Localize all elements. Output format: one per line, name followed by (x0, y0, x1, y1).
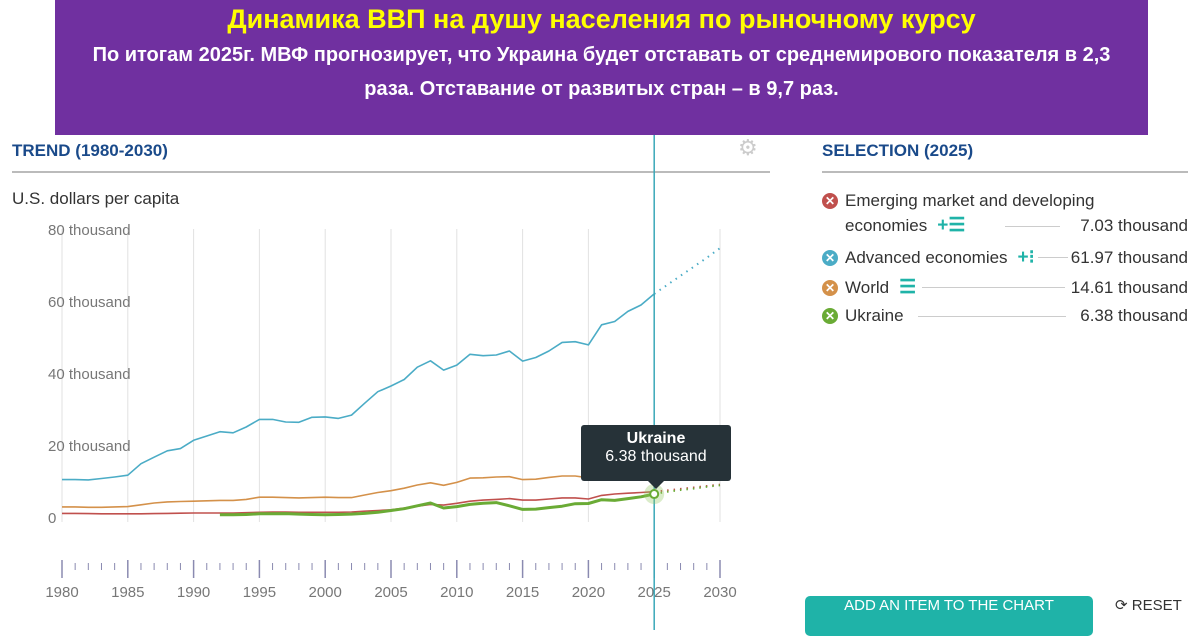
x-tick-label: 2030 (703, 584, 736, 601)
settings-gear-icon[interactable]: ⚙ (738, 135, 758, 160)
x-tick-label: 1995 (243, 584, 276, 601)
x-tick-label: 2010 (440, 584, 473, 601)
legend-value: 14.61 thousand (1070, 277, 1188, 297)
add-compare-icon[interactable]: +☰ (937, 215, 966, 236)
remove-icon[interactable]: ✕ (822, 193, 838, 209)
legend-label: Advanced economies (845, 247, 1008, 267)
series-line-world (62, 463, 655, 509)
reset-button[interactable]: ⟳ RESET (1115, 597, 1182, 614)
y-axis-label: U.S. dollars per capita (12, 189, 180, 208)
x-tick-label: 2005 (374, 584, 407, 601)
divider (12, 171, 770, 173)
legend-item-world: ✕ World ☰ 14.61 thousand (822, 276, 1188, 299)
tooltip-value: 6.38 thousand (605, 448, 707, 465)
legend-value: 61.97 thousand (1070, 247, 1188, 267)
y-tick-label: 40 thousand (48, 366, 131, 383)
series-line-ukraine (219, 492, 655, 517)
remove-icon[interactable]: ✕ (822, 249, 838, 266)
x-tick-label: 2015 (506, 584, 539, 601)
leader-line (917, 315, 1067, 317)
x-tick-label: 1990 (177, 584, 210, 601)
data-point-ukraine-2025 (649, 489, 660, 500)
banner-subtitle: По итогам 2025г. МВФ прогнозирует, что У… (92, 44, 1111, 100)
y-tick-label: 20 thousand (48, 438, 131, 455)
leader-line (922, 287, 1065, 288)
list-icon[interactable]: ☰ (899, 277, 917, 298)
x-tick-label: 2000 (309, 584, 342, 601)
forecast-line-emerging-market-and-developing-economies (654, 483, 721, 493)
y-tick-label: 0 (48, 510, 56, 527)
remove-icon[interactable]: ✕ (822, 279, 838, 296)
legend-value: 7.03 thousand (1080, 216, 1188, 235)
tooltip-name: Ukraine (626, 430, 686, 447)
legend-item-advanced: ✕ Advanced economies +⁝ 61.97 thousand (822, 246, 1188, 269)
chart-tooltip: Ukraine 6.38 thousand (581, 425, 731, 489)
title-banner: Динамика ВВП на душу населения по рыночн… (55, 0, 1148, 135)
legend-label: Ukraine (845, 306, 904, 325)
leader-line (1037, 257, 1068, 258)
add-item-button[interactable]: ADD AN ITEM TO THE CHART (805, 596, 1093, 636)
x-tick-label: 1985 (111, 584, 144, 601)
reset-label: RESET (1131, 597, 1182, 614)
add-compare-icon[interactable]: +⁝ (1017, 247, 1035, 268)
x-tick-label: 2020 (572, 584, 605, 601)
series-line-advanced-economies (62, 293, 655, 481)
banner-title: Динамика ВВП на душу населения по рыночн… (227, 4, 976, 34)
legend-label: World (845, 277, 890, 297)
divider (822, 171, 1188, 173)
legend-item-emerging: ✕ Emerging market and developing economi… (822, 188, 1188, 238)
selection-title: SELECTION (2025) (822, 141, 974, 160)
legend-item-ukraine: ✕ Ukraine 6.38 thousand (822, 306, 1188, 326)
y-tick-label: 60 thousand (48, 294, 131, 311)
series-line-emerging-market-and-developing-economies (62, 490, 655, 515)
trend-title: TREND (1980-2030) (12, 141, 168, 160)
forecast-line-advanced-economies (653, 247, 721, 295)
x-tick-label: 1980 (45, 584, 78, 601)
legend-label: Emerging market and developing economies (845, 191, 1095, 235)
legend-value: 6.38 thousand (1080, 306, 1188, 325)
y-tick-label: 80 thousand (48, 222, 131, 239)
forecast-line-ukraine (654, 484, 721, 495)
remove-icon[interactable]: ✕ (822, 308, 838, 324)
trend-chart: 0 20 thousand 40 thousand 60 thousand 80 tho… (45, 135, 737, 630)
legend-entry-emerging: Emerging market and developing economies… (845, 188, 1188, 238)
leader-line (1005, 226, 1060, 227)
